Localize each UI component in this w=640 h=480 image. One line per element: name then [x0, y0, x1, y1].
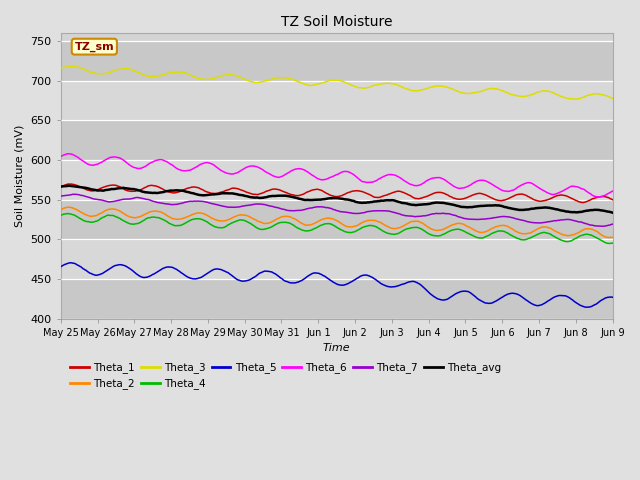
- Bar: [61, 200, 612, 240]
- Theta_7: [84, 194, 92, 200]
- Bar: [61, 120, 612, 160]
- Theta_2: [84, 213, 92, 218]
- Theta_3: [582, 93, 590, 99]
- Theta_5: [287, 280, 294, 286]
- Theta_5: [582, 304, 590, 310]
- Theta_6: [57, 154, 65, 159]
- Theta_3: [287, 76, 294, 82]
- Theta_7: [600, 223, 607, 229]
- Theta_4: [609, 240, 616, 246]
- Theta_5: [57, 264, 65, 270]
- Theta_7: [591, 223, 598, 228]
- Theta_4: [84, 219, 92, 225]
- Theta_2: [287, 214, 294, 220]
- Theta_avg: [383, 197, 390, 203]
- Theta_4: [65, 211, 72, 216]
- Theta_avg: [591, 207, 598, 213]
- Theta_6: [609, 188, 616, 194]
- Theta_1: [591, 195, 598, 201]
- Theta_2: [57, 207, 65, 213]
- Theta_3: [573, 96, 581, 102]
- Theta_avg: [57, 184, 65, 190]
- Theta_3: [591, 91, 598, 96]
- Line: Theta_5: Theta_5: [61, 263, 612, 307]
- Theta_7: [609, 221, 616, 227]
- Theta_4: [160, 217, 168, 223]
- Theta_2: [609, 235, 616, 240]
- Theta_2: [591, 228, 598, 233]
- Line: Theta_3: Theta_3: [61, 66, 612, 99]
- Theta_4: [287, 221, 294, 227]
- Theta_5: [66, 260, 74, 265]
- Line: Theta_avg: Theta_avg: [61, 186, 612, 213]
- Theta_6: [287, 168, 294, 174]
- Theta_1: [84, 187, 92, 193]
- Theta_7: [57, 193, 65, 199]
- Theta_1: [287, 192, 294, 197]
- Theta_avg: [65, 183, 72, 189]
- Theta_6: [591, 193, 598, 199]
- Bar: [61, 41, 612, 81]
- Theta_7: [287, 208, 294, 214]
- Theta_7: [69, 192, 77, 197]
- Theta_avg: [582, 208, 589, 214]
- Theta_1: [57, 184, 65, 190]
- Theta_4: [591, 234, 598, 240]
- Theta_5: [84, 269, 92, 275]
- Theta_2: [582, 226, 589, 232]
- Theta_7: [160, 201, 168, 206]
- Line: Theta_1: Theta_1: [61, 184, 612, 203]
- Theta_3: [84, 68, 92, 74]
- Theta_6: [65, 151, 72, 156]
- Theta_5: [383, 283, 390, 289]
- Theta_avg: [287, 193, 294, 199]
- Theta_3: [57, 66, 65, 72]
- Theta_2: [64, 204, 72, 210]
- Theta_avg: [609, 210, 616, 216]
- Theta_1: [582, 199, 590, 204]
- Theta_5: [582, 304, 589, 310]
- Theta_3: [383, 80, 390, 86]
- Bar: [61, 240, 612, 279]
- Theta_4: [606, 240, 614, 246]
- Theta_5: [160, 265, 168, 271]
- Theta_3: [609, 96, 616, 101]
- Theta_4: [383, 230, 390, 236]
- Bar: [61, 160, 612, 200]
- Theta_7: [383, 208, 390, 214]
- Theta_avg: [84, 185, 92, 191]
- Theta_6: [582, 188, 589, 193]
- Theta_5: [609, 294, 616, 300]
- Theta_6: [160, 157, 168, 163]
- Theta_5: [591, 302, 598, 308]
- Theta_avg: [160, 189, 168, 195]
- Line: Theta_2: Theta_2: [61, 207, 612, 238]
- Line: Theta_6: Theta_6: [61, 154, 612, 197]
- Theta_2: [383, 223, 390, 229]
- Theta_3: [160, 72, 168, 77]
- Theta_2: [160, 211, 168, 216]
- Bar: [61, 279, 612, 319]
- Theta_1: [160, 187, 168, 192]
- Theta_1: [67, 181, 74, 187]
- Theta_1: [579, 200, 587, 205]
- Theta_7: [582, 221, 589, 227]
- Theta_1: [383, 192, 390, 198]
- Legend: Theta_1, Theta_2, Theta_3, Theta_4, Theta_5, Theta_6, Theta_7, Theta_avg: Theta_1, Theta_2, Theta_3, Theta_4, Thet…: [66, 358, 505, 394]
- Theta_4: [57, 213, 65, 218]
- Line: Theta_7: Theta_7: [61, 194, 612, 226]
- Theta_6: [383, 172, 390, 178]
- Theta_1: [609, 197, 616, 203]
- Line: Theta_4: Theta_4: [61, 214, 612, 243]
- Theta_6: [84, 161, 92, 167]
- Theta_6: [595, 194, 602, 200]
- Theta_2: [607, 235, 614, 240]
- Y-axis label: Soil Moisture (mV): Soil Moisture (mV): [15, 125, 25, 227]
- Theta_3: [67, 63, 75, 69]
- Title: TZ Soil Moisture: TZ Soil Moisture: [281, 15, 392, 29]
- Bar: [61, 81, 612, 120]
- Text: TZ_sm: TZ_sm: [74, 41, 114, 52]
- X-axis label: Time: Time: [323, 343, 351, 353]
- Theta_4: [582, 231, 589, 237]
